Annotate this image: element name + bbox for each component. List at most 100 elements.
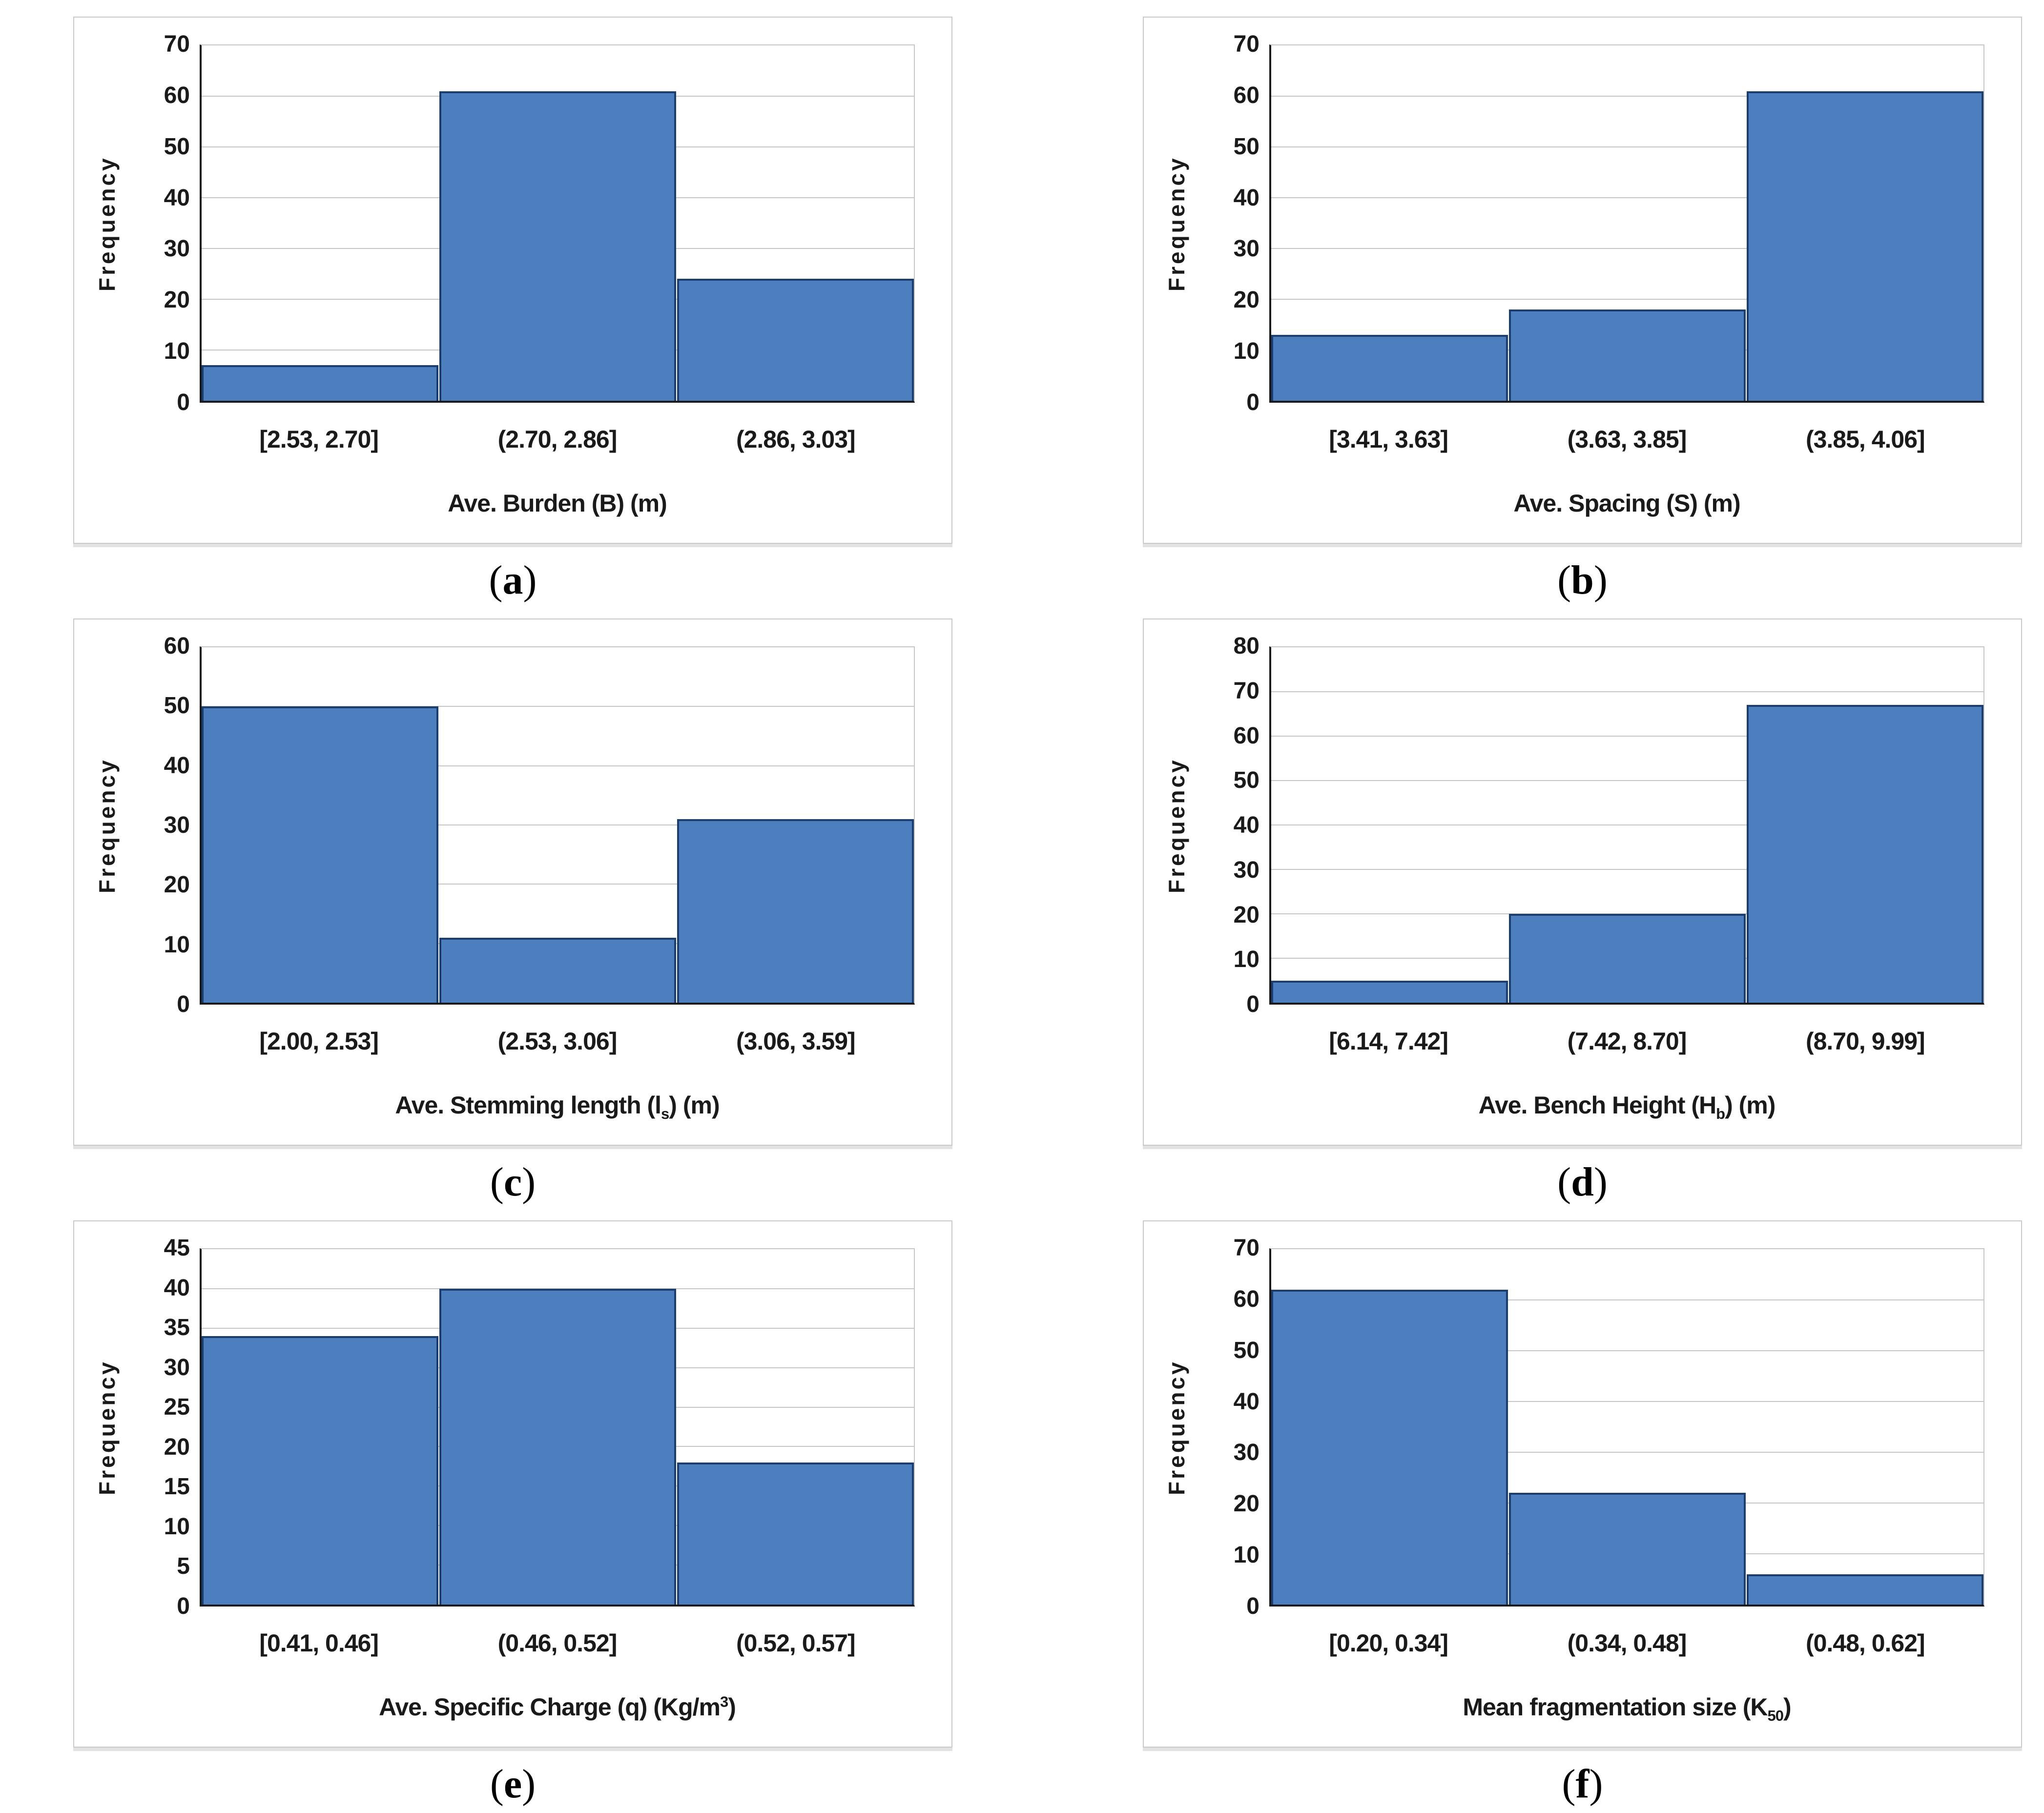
chart-a: Frequency 0 10 20 30 40 50 60 70 [2.53, 2.70] (2… bbox=[73, 17, 952, 544]
panel-caption-e: (e) bbox=[490, 1761, 536, 1807]
chart-e: Frequency 0 5 10 15 20 25 30 35 40 45 [0.41, 0.46… bbox=[73, 1220, 952, 1748]
y-tick-label: 0 bbox=[1246, 390, 1259, 415]
figure-grid: Frequency 0 10 20 30 40 50 60 70 [2.53, 2.70] (2… bbox=[73, 17, 2022, 1808]
bars bbox=[202, 1249, 914, 1605]
gridline bbox=[1271, 1350, 1983, 1351]
y-tick-label: 20 bbox=[164, 287, 190, 313]
gridline bbox=[202, 824, 914, 825]
histogram-bar bbox=[1271, 334, 1508, 401]
chart-c-layout: Frequency 0 10 20 30 40 50 60 [2.00, 2.53] (2.5… bbox=[91, 635, 915, 1133]
x-axis-title-text-post: ) (m) bbox=[1725, 1092, 1776, 1119]
y-tick-label: 20 bbox=[1233, 287, 1259, 313]
bars bbox=[1271, 647, 1983, 1003]
x-axis-title: Ave. Stemming length (ls) (m) bbox=[200, 1091, 915, 1121]
panel-caption-b: (b) bbox=[1557, 557, 1608, 603]
y-tick-label: 70 bbox=[1233, 1235, 1259, 1261]
plot-area bbox=[1269, 44, 1984, 403]
x-axis-title-text-post: ) bbox=[1783, 1693, 1792, 1721]
chart-f: Frequency 0 10 20 30 40 50 60 70 [0.20, 0.34] (0… bbox=[1143, 1220, 2022, 1748]
x-axis-title-sub: b bbox=[1716, 1105, 1725, 1122]
histogram-panel-e: Frequency 0 5 10 15 20 25 30 35 40 45 [0.41, 0.46… bbox=[73, 1220, 952, 1808]
y-tick-label: 30 bbox=[164, 812, 190, 838]
gridline bbox=[202, 884, 914, 885]
panel-caption-letter: f bbox=[1575, 1761, 1590, 1807]
x-tick-label: [2.53, 2.70] bbox=[259, 426, 379, 453]
histogram-bar bbox=[1271, 980, 1508, 1003]
gridline bbox=[1271, 1401, 1983, 1402]
x-axis-title: Ave. Specific Charge (q) (Kg/m3) bbox=[200, 1693, 915, 1721]
y-tick-label: 60 bbox=[164, 82, 190, 108]
panel-caption-f: (f) bbox=[1562, 1761, 1603, 1807]
y-axis-title: Frequency bbox=[1164, 156, 1189, 291]
histogram-panel-b: Frequency 0 10 20 30 40 50 60 70 [3.41, 3.63] (3… bbox=[1143, 17, 2022, 604]
y-tick-label: 40 bbox=[1233, 1388, 1259, 1415]
y-tick-label: 50 bbox=[164, 693, 190, 719]
histogram-bar bbox=[1747, 705, 1983, 1003]
plot-area bbox=[200, 44, 915, 403]
y-tick-label: 50 bbox=[1233, 767, 1259, 794]
histogram-bar bbox=[677, 279, 914, 401]
histogram-bar bbox=[439, 937, 676, 1003]
gridline bbox=[1271, 96, 1983, 97]
y-tick-label: 40 bbox=[1233, 812, 1259, 838]
y-tick-label: 40 bbox=[164, 1275, 190, 1301]
x-tick-label: (0.48, 0.62] bbox=[1805, 1629, 1925, 1657]
y-tick-label: 10 bbox=[164, 1513, 190, 1540]
x-tick-label: [3.41, 3.63] bbox=[1329, 426, 1448, 453]
gridline bbox=[1271, 146, 1983, 147]
histogram-bar bbox=[1271, 1290, 1508, 1605]
x-tick-label: (8.70, 9.99] bbox=[1805, 1028, 1925, 1055]
panel-caption-letter: b bbox=[1571, 557, 1594, 603]
bars bbox=[1271, 1249, 1983, 1605]
x-tick-label: (0.34, 0.48] bbox=[1567, 1629, 1687, 1657]
gridline bbox=[1271, 299, 1983, 300]
histogram-bar bbox=[202, 365, 438, 401]
y-tick-label: 50 bbox=[164, 133, 190, 160]
y-tick-label: 30 bbox=[1233, 236, 1259, 262]
gridline bbox=[1271, 248, 1983, 249]
y-axis-ticks: 0 10 20 30 40 50 60 70 80 bbox=[1202, 635, 1259, 1016]
y-axis-ticks: 0 10 20 30 40 50 60 70 bbox=[1202, 1236, 1259, 1618]
gridline bbox=[1271, 869, 1983, 870]
y-tick-label: 20 bbox=[1233, 902, 1259, 928]
gridline bbox=[1271, 1299, 1983, 1300]
y-tick-label: 10 bbox=[164, 931, 190, 958]
x-axis-title-text: Ave. Specific Charge (q) (Kg/m bbox=[379, 1693, 721, 1721]
x-tick-label: [0.20, 0.34] bbox=[1329, 1629, 1448, 1657]
x-axis-title: Ave. Spacing (S) (m) bbox=[1269, 489, 1984, 517]
histogram-bar bbox=[1509, 309, 1746, 401]
gridline bbox=[202, 706, 914, 707]
y-tick-label: 60 bbox=[1233, 1286, 1259, 1312]
histogram-panel-c: Frequency 0 10 20 30 40 50 60 [2.00, 2.53] (2.5… bbox=[73, 618, 952, 1206]
y-tick-label: 10 bbox=[164, 338, 190, 365]
x-axis-ticks: [0.41, 0.46] (0.46, 0.52] (0.52, 0.57] bbox=[200, 1607, 915, 1680]
y-axis-title: Frequency bbox=[94, 156, 120, 291]
histogram-bar bbox=[677, 819, 914, 1003]
chart-d-layout: Frequency 0 10 20 30 40 50 60 70 80 [6.14, 7.42]… bbox=[1161, 635, 1984, 1133]
bars bbox=[1271, 45, 1983, 401]
y-tick-label: 30 bbox=[164, 236, 190, 262]
y-tick-label: 70 bbox=[164, 31, 190, 57]
chart-a-layout: Frequency 0 10 20 30 40 50 60 70 [2.53, 2.70] (2… bbox=[91, 33, 915, 531]
y-tick-label: 20 bbox=[164, 1434, 190, 1460]
x-tick-label: [6.14, 7.42] bbox=[1329, 1028, 1448, 1055]
y-axis-ticks: 0 5 10 15 20 25 30 35 40 45 bbox=[132, 1236, 190, 1618]
y-tick-label: 10 bbox=[1233, 947, 1259, 973]
x-tick-label: [0.41, 0.46] bbox=[259, 1629, 379, 1657]
histogram-bar bbox=[439, 1288, 676, 1605]
x-tick-label: (3.63, 3.85] bbox=[1567, 426, 1687, 453]
y-axis-ticks: 0 10 20 30 40 50 60 bbox=[132, 635, 190, 1016]
histogram-bar bbox=[1509, 914, 1746, 1003]
chart-d: Frequency 0 10 20 30 40 50 60 70 80 [6.14, 7.42]… bbox=[1143, 618, 2022, 1146]
y-tick-label: 10 bbox=[1233, 338, 1259, 365]
x-tick-label: (0.46, 0.52] bbox=[497, 1629, 618, 1657]
y-tick-label: 0 bbox=[1246, 1593, 1259, 1619]
panel-caption-c: (c) bbox=[490, 1159, 536, 1205]
x-tick-label: (2.70, 2.86] bbox=[497, 426, 618, 453]
plot-area bbox=[1269, 1248, 1984, 1607]
y-tick-label: 30 bbox=[1233, 857, 1259, 883]
y-axis-title: Frequency bbox=[1164, 1360, 1189, 1495]
x-tick-label: (0.52, 0.57] bbox=[736, 1629, 856, 1657]
y-tick-label: 40 bbox=[164, 752, 190, 779]
y-tick-label: 0 bbox=[177, 991, 190, 1017]
